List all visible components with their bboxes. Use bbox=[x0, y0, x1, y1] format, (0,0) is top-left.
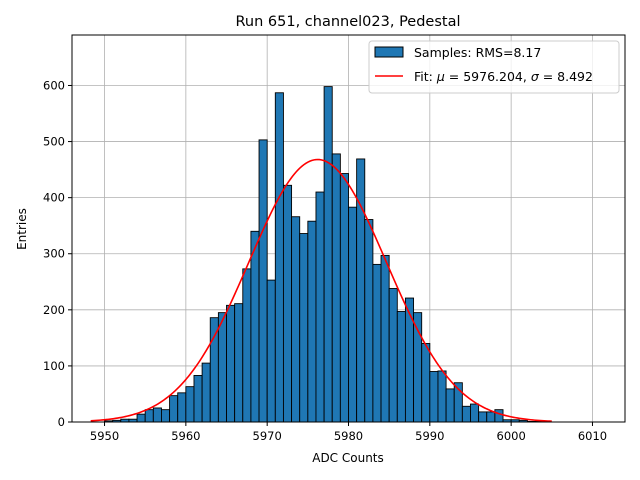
x-tick-label: 5950 bbox=[90, 429, 119, 443]
histogram-bar bbox=[234, 303, 244, 423]
histogram-bar bbox=[177, 392, 187, 423]
histogram-bar bbox=[193, 374, 203, 423]
legend-samples-label: Samples: RMS=8.17 bbox=[414, 45, 541, 60]
chart-title: Run 651, channel023, Pedestal bbox=[235, 14, 460, 30]
y-tick-label: 0 bbox=[58, 415, 65, 429]
x-axis-label: ADC Counts bbox=[312, 451, 384, 465]
legend-fit-label: Fit: μ = 5976.204, σ = 8.492 bbox=[414, 69, 593, 84]
y-tick-label: 300 bbox=[43, 247, 65, 261]
histogram-bar bbox=[226, 304, 236, 423]
histogram-bar bbox=[404, 297, 415, 423]
histogram-bar bbox=[494, 409, 504, 423]
y-axis-ticks: 0 100 200 300 400 500 600 bbox=[43, 78, 72, 429]
histogram-bar bbox=[331, 153, 341, 423]
histogram-bar bbox=[274, 92, 284, 423]
histogram-bar bbox=[250, 230, 260, 423]
histogram-bar bbox=[209, 317, 219, 423]
histogram-bar bbox=[461, 405, 471, 423]
histogram-bar bbox=[470, 403, 480, 423]
histogram-bar bbox=[152, 407, 162, 423]
histogram-bar bbox=[339, 173, 349, 423]
legend: Samples: RMS=8.17 Fit: μ = 5976.204, σ =… bbox=[368, 40, 620, 94]
histogram-bar bbox=[169, 395, 179, 423]
histogram-bar bbox=[307, 220, 317, 423]
y-axis-label: Entries bbox=[15, 208, 29, 250]
histogram-bar bbox=[161, 409, 171, 423]
legend-bar-swatch bbox=[374, 46, 404, 58]
histogram-bar bbox=[421, 343, 431, 423]
y-tick-label: 600 bbox=[43, 78, 65, 92]
histogram-bar bbox=[356, 158, 366, 423]
histogram-bar bbox=[258, 139, 268, 423]
x-tick-label: 5990 bbox=[415, 429, 444, 443]
histogram-bar bbox=[380, 254, 390, 423]
x-tick-label: 5970 bbox=[253, 429, 282, 443]
x-tick-label: 5960 bbox=[171, 429, 200, 443]
histogram-bar bbox=[486, 411, 496, 423]
histogram-bar bbox=[348, 206, 358, 423]
histogram-bar bbox=[144, 409, 154, 423]
histogram-bar bbox=[323, 86, 333, 423]
histogram-bar bbox=[282, 184, 293, 423]
histogram-bar bbox=[136, 413, 146, 423]
x-axis-ticks: 5950 5960 5970 5980 5990 6000 6010 bbox=[90, 422, 607, 443]
x-tick-label: 5980 bbox=[334, 429, 363, 443]
y-tick-label: 500 bbox=[43, 135, 65, 149]
y-tick-label: 200 bbox=[43, 303, 65, 317]
histogram-bar bbox=[299, 233, 309, 423]
histogram-bar bbox=[242, 268, 252, 423]
histogram-bars bbox=[104, 86, 545, 423]
histogram-bar bbox=[364, 219, 374, 423]
x-tick-label: 6010 bbox=[578, 429, 607, 443]
histogram-bar bbox=[388, 288, 398, 423]
x-tick-label: 6000 bbox=[497, 429, 526, 443]
histogram-bar bbox=[437, 370, 447, 423]
histogram-bar bbox=[478, 411, 488, 423]
y-tick-label: 400 bbox=[43, 191, 65, 205]
histogram-bar bbox=[217, 312, 227, 423]
y-tick-label: 100 bbox=[43, 359, 65, 373]
histogram-bar bbox=[201, 362, 211, 423]
legend-box bbox=[368, 40, 620, 94]
histogram-bar bbox=[445, 388, 455, 423]
histogram-bar bbox=[429, 371, 439, 423]
histogram-bar bbox=[372, 263, 382, 423]
histogram-bar bbox=[315, 191, 325, 423]
histogram-bar bbox=[266, 279, 276, 423]
fit-curve bbox=[90, 158, 552, 422]
histogram-bar bbox=[185, 386, 195, 423]
histogram-bar bbox=[291, 216, 301, 423]
histogram-bar bbox=[396, 311, 406, 423]
